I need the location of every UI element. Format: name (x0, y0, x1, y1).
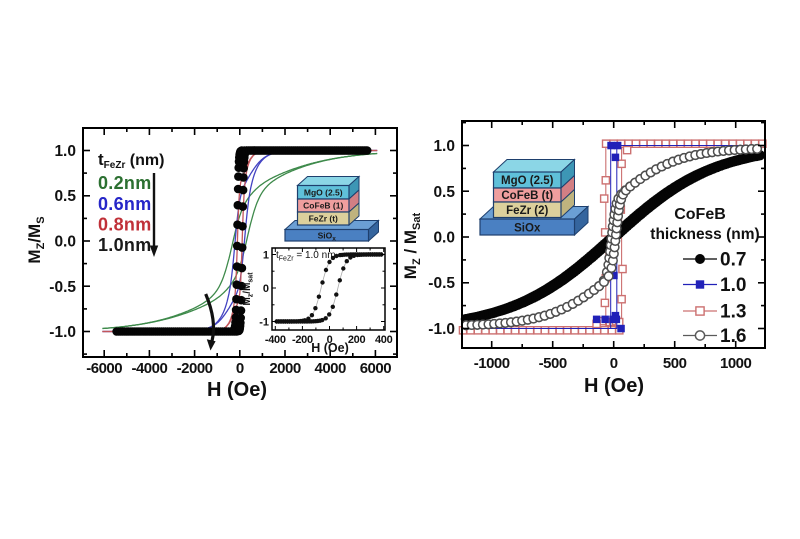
svg-text:FeZr (t): FeZr (t) (309, 214, 338, 224)
svg-text:CoFeB (1): CoFeB (1) (303, 201, 343, 211)
svg-text:thickness (nm): thickness (nm) (650, 226, 759, 243)
svg-text:H (Oe): H (Oe) (584, 375, 644, 397)
svg-text:1.0: 1.0 (433, 138, 455, 155)
svg-text:-1.0: -1.0 (428, 321, 455, 338)
svg-text:-2000: -2000 (177, 360, 213, 377)
svg-text:-1.0: -1.0 (49, 324, 76, 341)
svg-text:4000: 4000 (315, 360, 347, 377)
svg-text:FeZr (2): FeZr (2) (506, 205, 548, 217)
svg-text:-200: -200 (292, 334, 313, 346)
svg-text:0.7: 0.7 (720, 250, 746, 271)
svg-text:-0.5: -0.5 (428, 275, 455, 292)
svg-text:H (Oe): H (Oe) (207, 379, 267, 401)
svg-text:1.0nm: 1.0nm (98, 235, 152, 255)
svg-text:0: 0 (327, 334, 333, 346)
svg-text:1.3: 1.3 (720, 302, 746, 323)
svg-text:-4000: -4000 (131, 360, 167, 377)
svg-text:CoFeB (t): CoFeB (t) (501, 190, 553, 202)
svg-text:1.0: 1.0 (54, 143, 76, 160)
svg-text:-1000: -1000 (474, 355, 510, 372)
svg-text:0.5: 0.5 (433, 184, 455, 201)
svg-text:-1: -1 (259, 317, 269, 329)
svg-text:0.5: 0.5 (54, 188, 76, 205)
svg-text:0: 0 (263, 283, 269, 295)
svg-text:MgO (2.5): MgO (2.5) (304, 187, 343, 197)
svg-text:-0.5: -0.5 (49, 279, 76, 296)
svg-text:1: 1 (263, 250, 269, 262)
svg-text:200: 200 (348, 334, 366, 346)
svg-text:1000: 1000 (720, 355, 752, 372)
svg-text:H (Oe): H (Oe) (311, 341, 349, 355)
svg-text:0.0: 0.0 (433, 230, 455, 247)
svg-text:0.0: 0.0 (54, 234, 76, 251)
svg-text:0: 0 (236, 360, 244, 377)
svg-text:6000: 6000 (360, 360, 392, 377)
svg-text:500: 500 (663, 355, 687, 372)
svg-text:SiOx: SiOx (318, 231, 337, 243)
svg-text:0: 0 (610, 355, 618, 372)
svg-text:SiOx: SiOx (514, 222, 541, 234)
svg-text:400: 400 (375, 334, 393, 346)
svg-text:1.6: 1.6 (720, 326, 746, 347)
svg-text:0.8nm: 0.8nm (98, 215, 152, 235)
svg-text:1.0: 1.0 (720, 275, 746, 296)
svg-text:-6000: -6000 (86, 360, 122, 377)
svg-text:MZ/MS: MZ/MS (25, 216, 47, 263)
svg-text:0.6nm: 0.6nm (98, 194, 152, 214)
svg-text:CoFeB: CoFeB (674, 206, 726, 223)
svg-text:-500: -500 (539, 355, 567, 372)
svg-text:2000: 2000 (269, 360, 301, 377)
svg-text:0.2nm: 0.2nm (98, 173, 152, 193)
svg-text:-400: -400 (265, 334, 286, 346)
svg-text:MgO (2.5): MgO (2.5) (501, 175, 554, 187)
